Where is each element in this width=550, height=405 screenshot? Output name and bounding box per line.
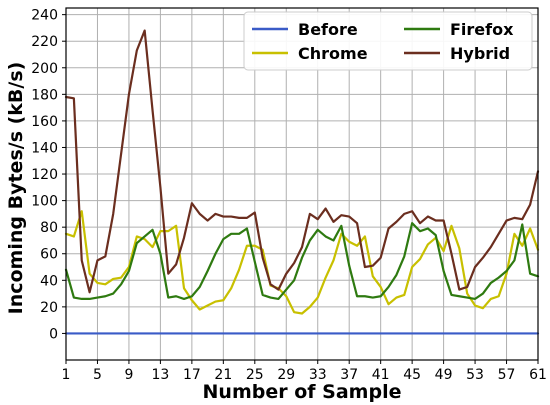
series-line-chrome xyxy=(64,210,540,315)
x-tick-label: 21 xyxy=(214,367,232,383)
y-axis-title: Incoming Bytes/s (kB/s) xyxy=(5,62,27,315)
y-tick-label: 200 xyxy=(31,61,58,77)
legend-label-chrome: Chrome xyxy=(298,44,368,63)
y-tick-label: 160 xyxy=(31,114,58,130)
y-tick-label: 80 xyxy=(40,220,58,236)
x-tick-label: 1 xyxy=(62,367,71,383)
plot-frame xyxy=(65,7,539,361)
series-lines xyxy=(64,29,540,335)
y-tick-label: 60 xyxy=(40,247,58,263)
axis-ticks: 1 5 9 13 17 21 25 29 33 37 41 45 49 53 57 61 0 20 40 60 80 10… xyxy=(31,8,547,383)
x-tick-label: 29 xyxy=(277,367,295,383)
y-tick-label: 140 xyxy=(31,140,58,156)
x-tick-label: 49 xyxy=(435,367,453,383)
legend-label-before: Before xyxy=(298,20,358,39)
y-tick-label: 240 xyxy=(31,8,58,24)
x-tick-label: 17 xyxy=(183,367,201,383)
legend-box xyxy=(243,11,533,71)
y-tick-label: 40 xyxy=(40,273,58,289)
y-tick-label: 180 xyxy=(31,87,58,103)
x-tick-label: 13 xyxy=(151,367,169,383)
x-tick-label: 61 xyxy=(529,367,547,383)
x-tick-label: 41 xyxy=(372,367,390,383)
y-tick-label: 100 xyxy=(31,194,58,210)
x-tick-label: 45 xyxy=(403,367,421,383)
x-tick-label: 37 xyxy=(340,367,358,383)
legend-label-firefox: Firefox xyxy=(450,20,514,39)
y-tick-label: 120 xyxy=(31,167,58,183)
x-tick-label: 25 xyxy=(246,367,264,383)
x-tick-label: 53 xyxy=(466,367,484,383)
x-axis-title: Number of Sample xyxy=(203,381,402,403)
y-tick-label: 0 xyxy=(49,326,58,342)
legend: Before Chrome Firefox Hybrid xyxy=(243,11,533,71)
y-tick-label: 220 xyxy=(31,34,58,50)
x-tick-label: 5 xyxy=(93,367,102,383)
x-tick-label: 57 xyxy=(498,367,516,383)
x-tick-label: 9 xyxy=(124,367,133,383)
series-line-hybrid xyxy=(64,29,540,294)
x-tick-label: 33 xyxy=(309,367,327,383)
legend-label-hybrid: Hybrid xyxy=(450,44,510,63)
series-line-firefox xyxy=(64,222,540,300)
y-tick-label: 20 xyxy=(40,300,58,316)
